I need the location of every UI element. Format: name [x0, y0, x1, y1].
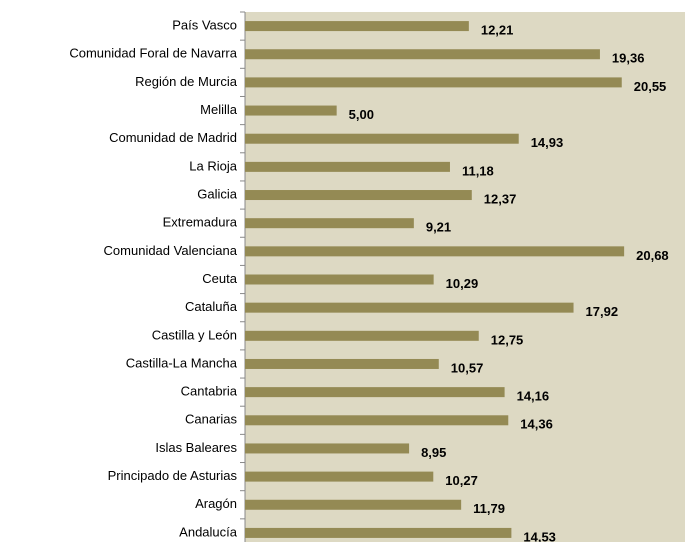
bar — [245, 527, 512, 538]
data-label: 14,16 — [517, 389, 550, 404]
bar — [245, 161, 450, 172]
bar — [245, 471, 434, 482]
y-tick-label: Comunidad Foral de Navarra — [69, 46, 237, 61]
bar — [245, 246, 625, 257]
data-label: 14,53 — [523, 529, 556, 542]
bar — [245, 49, 600, 60]
data-label: 19,36 — [612, 51, 645, 66]
bar — [245, 302, 574, 313]
y-tick-label: Canarias — [185, 412, 238, 427]
bar — [245, 443, 410, 454]
bar — [245, 499, 462, 510]
y-tick-label: Principado de Asturias — [108, 468, 238, 483]
y-tick-label: Castilla-La Mancha — [126, 355, 238, 370]
data-label: 11,18 — [462, 163, 494, 178]
y-tick-label: Cataluña — [185, 299, 238, 314]
y-tick-label: Galicia — [197, 186, 238, 201]
data-label: 10,57 — [451, 360, 484, 375]
bar — [245, 190, 472, 201]
data-label: 14,93 — [531, 135, 564, 150]
y-tick-label: Comunidad Valenciana — [104, 243, 238, 258]
bar — [245, 21, 469, 32]
y-tick-label: País Vasco — [172, 18, 237, 33]
bar — [245, 218, 414, 229]
bar — [245, 105, 337, 116]
y-tick-label: Ceuta — [202, 271, 237, 286]
data-label: 17,92 — [586, 304, 619, 319]
y-tick-label: Región de Murcia — [135, 74, 238, 89]
data-label: 5,00 — [349, 107, 374, 122]
data-label: 10,27 — [445, 473, 478, 488]
bar — [245, 274, 434, 285]
data-label: 9,21 — [426, 220, 451, 235]
bar — [245, 330, 479, 341]
data-label: 20,68 — [636, 248, 669, 263]
data-label: 14,36 — [520, 417, 553, 432]
y-tick-label: Islas Baleares — [155, 440, 237, 455]
data-label: 8,95 — [421, 445, 446, 460]
bar — [245, 358, 439, 369]
y-tick-label: Aragón — [195, 496, 237, 511]
data-label: 20,55 — [634, 79, 667, 94]
data-label: 10,29 — [446, 276, 479, 291]
data-label: 12,37 — [484, 191, 517, 206]
y-tick-label: Melilla — [200, 102, 238, 117]
y-tick-label: Andalucía — [179, 524, 238, 539]
y-tick-label: La Rioja — [189, 158, 237, 173]
y-tick-label: Castilla y León — [152, 327, 237, 342]
bar — [245, 77, 622, 88]
y-tick-label: Extremadura — [163, 215, 238, 230]
bar — [245, 133, 519, 144]
bar — [245, 415, 509, 426]
data-label: 12,75 — [491, 332, 524, 347]
data-label: 11,79 — [473, 501, 505, 516]
bar — [245, 387, 505, 398]
y-tick-label: Comunidad de Madrid — [109, 130, 237, 145]
data-label: 12,21 — [481, 23, 514, 38]
y-tick-label: Cantabria — [181, 384, 238, 399]
